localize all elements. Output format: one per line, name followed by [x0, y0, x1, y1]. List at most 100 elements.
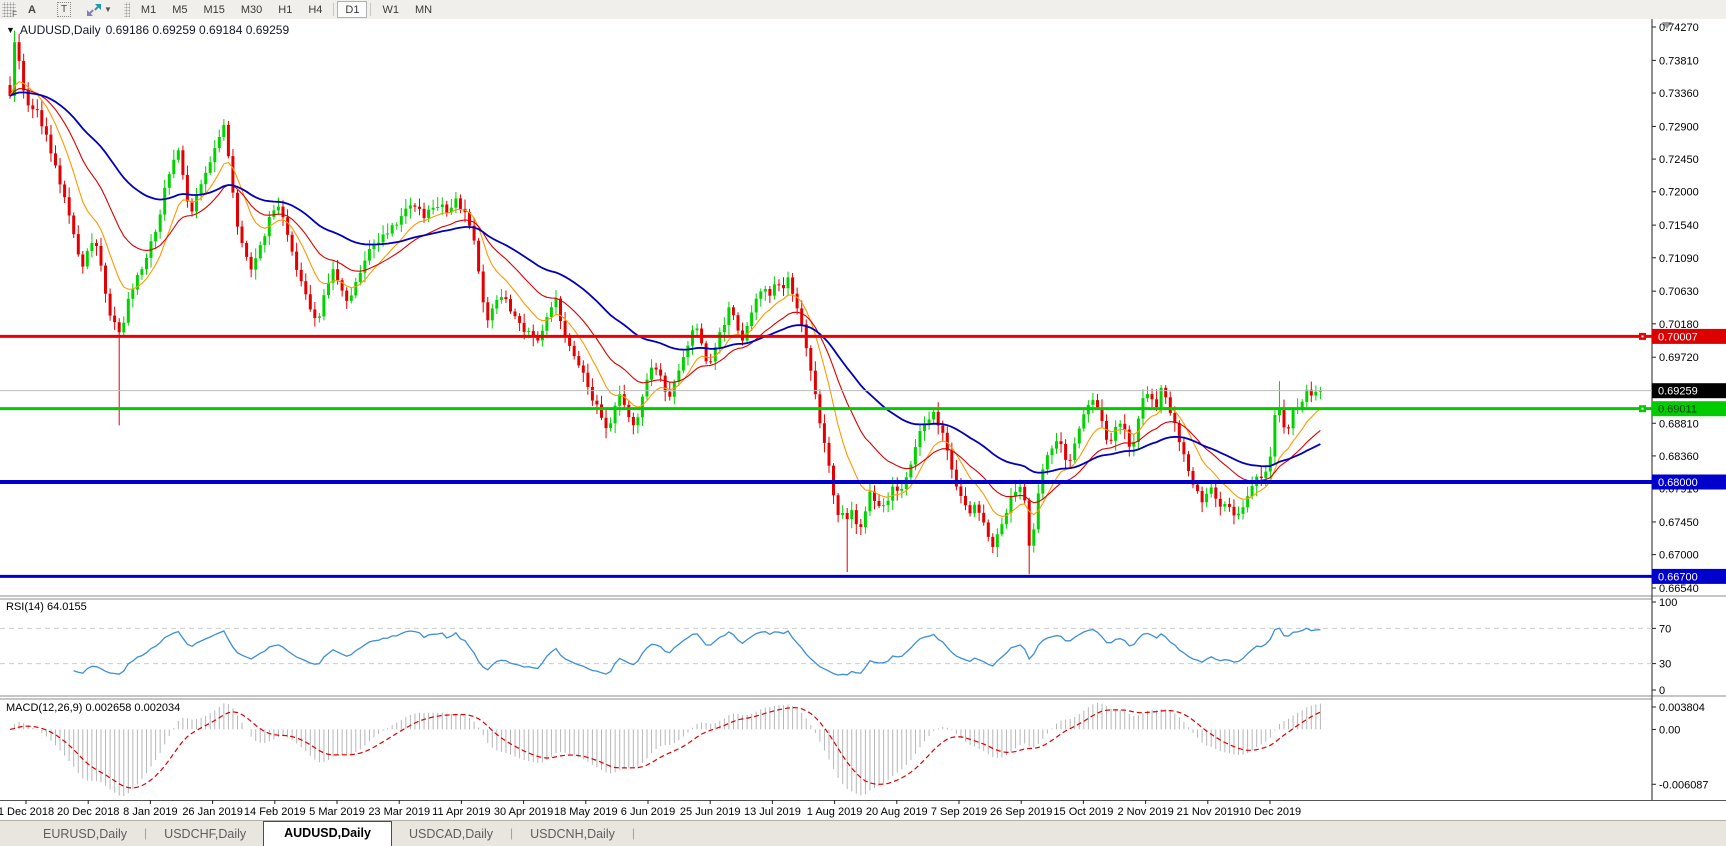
- date-axis-label: 20 Aug 2019: [866, 806, 928, 818]
- chart-canvas[interactable]: 0.74270 0.73810 0.73360 0.72900 0.72450 0.720…: [0, 19, 1726, 825]
- rsi-indicator-label: RSI(14) 64.0155: [6, 601, 87, 613]
- price-axis-label: 0.73360: [1659, 88, 1699, 100]
- date-axis-label: 21 Nov 2019: [1177, 806, 1239, 818]
- price-axis-label: 0.71540: [1659, 220, 1699, 232]
- macd-histogram: [14, 703, 1321, 796]
- ma-fast-line: [9, 80, 1321, 517]
- date-axis-label: 26 Jan 2019: [182, 806, 243, 818]
- price-axis-label: 0.68360: [1659, 451, 1699, 463]
- toolbar-divider: [333, 3, 335, 16]
- date-axis-label: 25 Jun 2019: [680, 806, 741, 818]
- chart-shift-marker[interactable]: [1662, 22, 1672, 29]
- price-axis-label: 0.66540: [1659, 583, 1699, 595]
- chart-symbol-label: AUDUSD,Daily: [19, 23, 101, 37]
- rsi-axis-label: 70: [1659, 623, 1671, 635]
- candles-layer: [8, 30, 1322, 575]
- tab-divider: |: [510, 826, 514, 840]
- text-box-tool-button[interactable]: T: [49, 0, 79, 19]
- rsi-axis-label: 30: [1659, 659, 1671, 671]
- timeframe-mn-button[interactable]: MN: [407, 1, 440, 18]
- toolbar: F A T ▼ M1 M5 M15 M30 H1 H4 D1 W1 MN: [0, 0, 1726, 20]
- price-axis-label: 0.67450: [1659, 517, 1699, 529]
- date-axis-label: 1 Aug 2019: [807, 806, 863, 818]
- chevron-down-icon: ▼: [104, 5, 112, 14]
- price-axis-label: 0.72900: [1659, 121, 1699, 133]
- toolbar-separator-handle[interactable]: [123, 2, 130, 17]
- timeframe-m15-button[interactable]: M15: [195, 1, 232, 18]
- price-badge: [1652, 383, 1726, 399]
- hline-handle-dot: [1641, 335, 1644, 338]
- date-axis-label: 10 Dec 2019: [1239, 806, 1301, 818]
- chart-title: ▼ AUDUSD,Daily 0.69186 0.69259 0.69184 0…: [6, 23, 289, 37]
- date-axis-label: 11 Apr 2019: [432, 806, 491, 818]
- date-axis-label: 14 Feb 2019: [244, 806, 306, 818]
- date-axis-label: 1 Dec 2018: [0, 806, 54, 818]
- price-badge-label: 0.70007: [1658, 331, 1698, 343]
- chart-svg[interactable]: 0.74270 0.73810 0.73360 0.72900 0.72450 0.720…: [0, 19, 1726, 820]
- macd-signal-line: [9, 706, 1321, 789]
- price-badge-label: 0.69011: [1658, 404, 1697, 416]
- chevron-down-icon[interactable]: ▼: [6, 25, 15, 35]
- timeframe-h1-button[interactable]: H1: [270, 1, 300, 18]
- tab-eurusd-daily[interactable]: EURUSD,Daily: [43, 827, 128, 841]
- price-axis-label: 0.70180: [1659, 319, 1699, 331]
- timeframe-w1-button[interactable]: W1: [374, 1, 407, 18]
- ma-slow-line: [9, 91, 1321, 474]
- tab-divider: |: [631, 826, 635, 840]
- macd-axis-label: 0.00: [1659, 724, 1680, 736]
- price-badge: [1652, 401, 1726, 417]
- date-axis-label: 26 Sep 2019: [990, 806, 1052, 818]
- tab-usdcnh-daily[interactable]: USDCNH,Daily: [530, 827, 615, 841]
- timeframe-h4-button[interactable]: H4: [300, 1, 330, 18]
- toolbar-divider: [370, 3, 372, 16]
- rsi-axis-label: 100: [1659, 597, 1677, 609]
- timeframe-m5-button[interactable]: M5: [164, 1, 195, 18]
- date-axis-label: 18 May 2019: [554, 806, 618, 818]
- date-axis-label: 8 Jan 2019: [123, 806, 177, 818]
- toolbar-drag-handle[interactable]: F: [2, 2, 17, 19]
- chart-ohlc-values: 0.69186 0.69259 0.69184 0.69259: [105, 23, 290, 37]
- symbol-tabbar: EURUSD,Daily | USDCHF,Daily AUDUSD,Daily…: [0, 820, 1726, 846]
- tab-usdchf-daily[interactable]: USDCHF,Daily: [164, 827, 247, 841]
- price-axis-label: 0.74270: [1659, 22, 1699, 34]
- chart-area[interactable]: ▼ AUDUSD,Daily 0.69186 0.69259 0.69184 0…: [0, 19, 1726, 820]
- price-axis-label: 0.72000: [1659, 187, 1699, 199]
- text-label-tool-button[interactable]: A: [28, 3, 36, 16]
- price-badge-label: 0.68000: [1658, 477, 1698, 489]
- arrow-objects-tool-button[interactable]: ▼: [81, 0, 117, 19]
- date-axis-label: 6 Jun 2019: [621, 806, 675, 818]
- timeframe-m30-button[interactable]: M30: [233, 1, 270, 18]
- price-axis-label: 0.67000: [1659, 550, 1699, 562]
- price-badge: [1652, 568, 1726, 584]
- ma-mid-line: [9, 88, 1321, 504]
- date-axis-label: 7 Sep 2019: [931, 806, 987, 818]
- date-axis-label: 23 Mar 2019: [368, 806, 430, 818]
- date-axis-label: 20 Dec 2018: [57, 806, 119, 818]
- macd-axis-label: 0.003804: [1659, 702, 1705, 714]
- rsi-line: [73, 627, 1321, 676]
- date-axis-label: 2 Nov 2019: [1117, 806, 1173, 818]
- macd-axis-label: -0.006087: [1659, 779, 1709, 791]
- price-badge: [1652, 474, 1726, 490]
- price-badge: [1652, 328, 1726, 344]
- date-axis-label: 13 Jul 2019: [744, 806, 801, 818]
- price-axis-label: 0.72450: [1659, 154, 1699, 166]
- price-badge-label: 0.66700: [1658, 571, 1698, 583]
- timeframe-d1-button[interactable]: D1: [337, 1, 368, 18]
- date-axis-label: 30 Apr 2019: [494, 806, 553, 818]
- macd-indicator-label: MACD(12,26,9) 0.002658 0.002034: [6, 702, 181, 714]
- price-axis-label: 0.69720: [1659, 352, 1699, 364]
- date-axis-label: 5 Mar 2019: [309, 806, 365, 818]
- hline-handle-dot: [1641, 407, 1644, 410]
- tab-usdcad-daily[interactable]: USDCAD,Daily: [408, 827, 493, 841]
- arrows-icon: [86, 3, 102, 17]
- price-axis-label: 0.73810: [1659, 55, 1699, 67]
- price-axis-label: 0.70630: [1659, 286, 1699, 298]
- tab-audusd-daily[interactable]: AUDUSD,Daily: [263, 821, 392, 846]
- date-axis-label: 15 Oct 2019: [1053, 806, 1113, 818]
- price-badge-label: 0.69259: [1658, 386, 1698, 398]
- price-axis-label: 0.68810: [1659, 418, 1699, 430]
- tab-divider: |: [144, 826, 148, 840]
- timeframe-m1-button[interactable]: M1: [133, 1, 164, 18]
